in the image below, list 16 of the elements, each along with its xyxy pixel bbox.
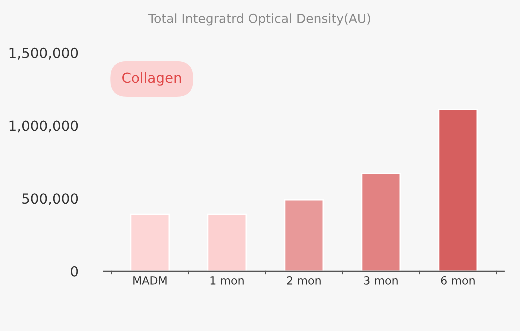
x-tick-label: 6 mon (441, 276, 475, 285)
x-tick-label: 3 mon (364, 276, 398, 285)
y-tick-label: 1,500,000 (10, 48, 78, 60)
bar (207, 214, 248, 272)
bar (130, 214, 170, 272)
x-tick-label: 2 mon (287, 276, 321, 285)
x-tick-label: MADM (134, 276, 167, 285)
bar (438, 109, 478, 272)
y-tick-label: 500,000 (22, 194, 78, 206)
annotation: Collagen (122, 72, 182, 86)
chart-title: Total Integratrd Optical Density(AU) (148, 14, 370, 26)
y-tick-label: 0 (71, 266, 78, 277)
bar (361, 173, 402, 272)
bar (284, 199, 324, 272)
y-tick-label: 1,000,000 (10, 120, 78, 133)
x-tick-label: 1 mon (210, 276, 244, 285)
